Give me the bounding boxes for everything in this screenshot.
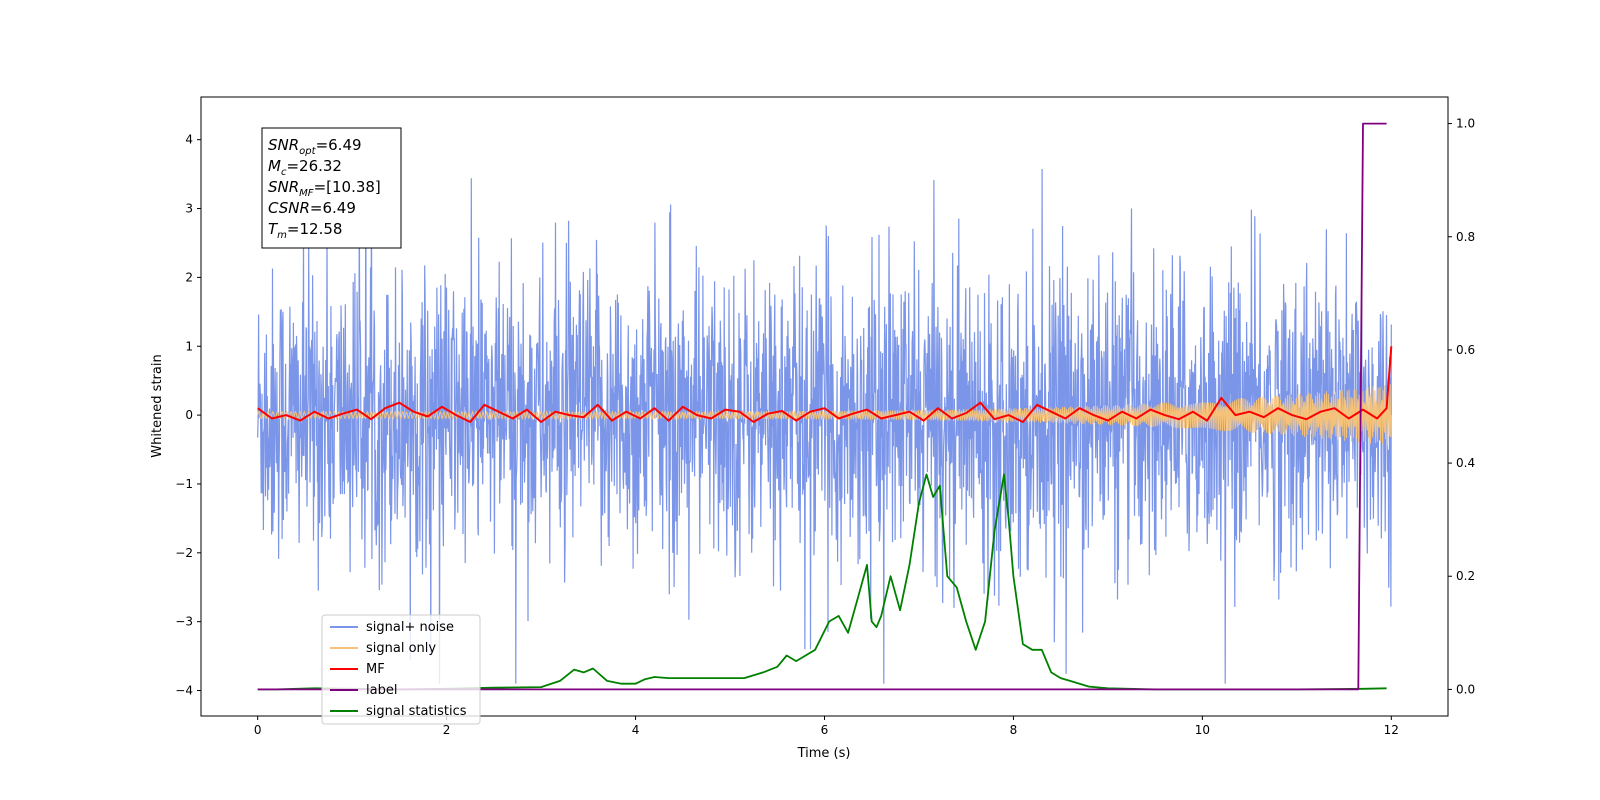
x-tick-label: 10	[1195, 723, 1210, 737]
annotation-line: CSNR=6.49	[268, 199, 356, 217]
y2-tick-label: 0.2	[1456, 569, 1475, 583]
legend: signal+ noise signal only MF label signal st…	[321, 614, 481, 725]
x-tick-label: 8	[1010, 723, 1018, 737]
x-tick-label: 0	[254, 723, 262, 737]
legend-label: signal+ noise	[366, 620, 454, 635]
signal-statistics-series	[257, 473, 1387, 691]
legend-label: signal statistics	[366, 704, 467, 719]
y-tick-label: 2	[185, 270, 193, 284]
mf-line	[257, 346, 1393, 423]
x-axis-label: Time (s)	[797, 746, 851, 761]
y2-tick-label: 0.0	[1456, 682, 1475, 696]
y2-tick-label: 1.0	[1456, 117, 1475, 131]
y2-tick-label: 0.8	[1456, 230, 1475, 244]
mf-series	[257, 346, 1393, 423]
signal-only-line	[257, 384, 1392, 446]
y2-tick-label: 0.6	[1456, 343, 1475, 357]
y-axis-ticks: −4 −3 −2 −1 0 1 2 3 4	[175, 133, 201, 698]
y-tick-label: 3	[185, 202, 193, 216]
y-tick-label: 0	[185, 408, 193, 422]
annotation-box: SNRopt=6.49Mc=26.32SNRMF=[10.38]CSNR=6.4…	[261, 127, 402, 249]
y-tick-label: −4	[175, 684, 193, 698]
y-tick-label: −1	[175, 477, 193, 491]
annotation-line: Tm=12.58	[268, 220, 342, 241]
x-tick-label: 12	[1384, 723, 1399, 737]
y-tick-label: −3	[175, 615, 193, 629]
x-tick-label: 4	[632, 723, 640, 737]
legend-label: label	[366, 683, 397, 698]
y-tick-label: −2	[175, 546, 193, 560]
y-tick-label: 1	[185, 339, 193, 353]
y2-axis-ticks: 0.0 0.2 0.4 0.6 0.8 1.0	[1448, 117, 1475, 696]
signal-plus-noise-series	[257, 139, 1392, 684]
signal-statistics-line	[257, 473, 1387, 691]
x-tick-label: 6	[821, 723, 829, 737]
annotation-line: SNRopt=6.49	[268, 136, 362, 157]
y-axis-label: Whitened strain	[150, 354, 165, 457]
annotation-line: Mc=26.32	[268, 157, 342, 178]
annotation-line: SNRMF=[10.38]	[268, 178, 381, 199]
y2-tick-label: 0.4	[1456, 456, 1475, 470]
signal-only-series	[257, 384, 1392, 446]
y-tick-label: 4	[185, 133, 193, 147]
legend-label: signal only	[366, 641, 436, 656]
x-tick-label: 2	[443, 723, 451, 737]
label-series	[257, 122, 1387, 691]
legend-label: MF	[366, 662, 385, 677]
label-line	[257, 122, 1387, 691]
signal-plus-noise-line	[257, 139, 1392, 684]
